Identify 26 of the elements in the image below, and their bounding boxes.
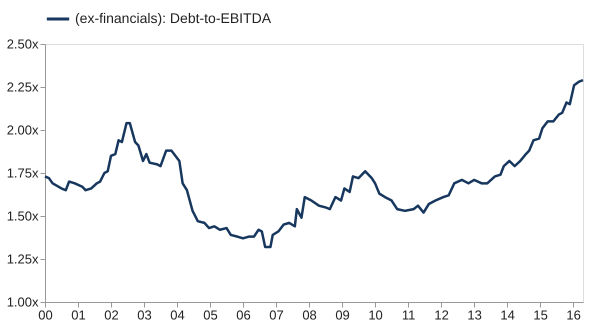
x-tick-label: 03 (137, 308, 152, 322)
y-tick-label: 1.25x (6, 252, 39, 266)
x-tick-label: 05 (203, 308, 218, 322)
x-tick-label: 12 (434, 308, 449, 322)
x-tick-label: 10 (368, 308, 383, 322)
x-tick-label: 04 (170, 308, 185, 322)
x-tick-label: 08 (302, 308, 317, 322)
legend-label: (ex-financials): Debt-to-EBITDA (75, 10, 272, 26)
x-tick-label: 00 (38, 308, 53, 322)
y-tick-label: 1.50x (6, 208, 39, 224)
y-tick-label: 2.50x (6, 36, 39, 52)
line-series (44, 78, 584, 248)
x-tick-label: 13 (467, 308, 482, 322)
x-tick-label: 11 (402, 308, 416, 322)
x-tick-label: 02 (104, 308, 119, 322)
x-tick-label: 14 (500, 308, 515, 322)
y-tick-label: 2.25x (6, 80, 39, 94)
y-tick-label: 2.00x (6, 122, 39, 138)
y-tick-label: 1.75x (6, 166, 39, 180)
x-tick-label: 01 (71, 308, 86, 322)
x-tick-label: 16 (566, 308, 581, 322)
x-tick-label: 15 (533, 308, 548, 322)
x-tick-label: 07 (269, 308, 284, 322)
x-tick-label: 06 (236, 308, 251, 322)
y-tick-label: 1.00x (6, 294, 39, 310)
x-tick-label: 09 (335, 308, 350, 322)
